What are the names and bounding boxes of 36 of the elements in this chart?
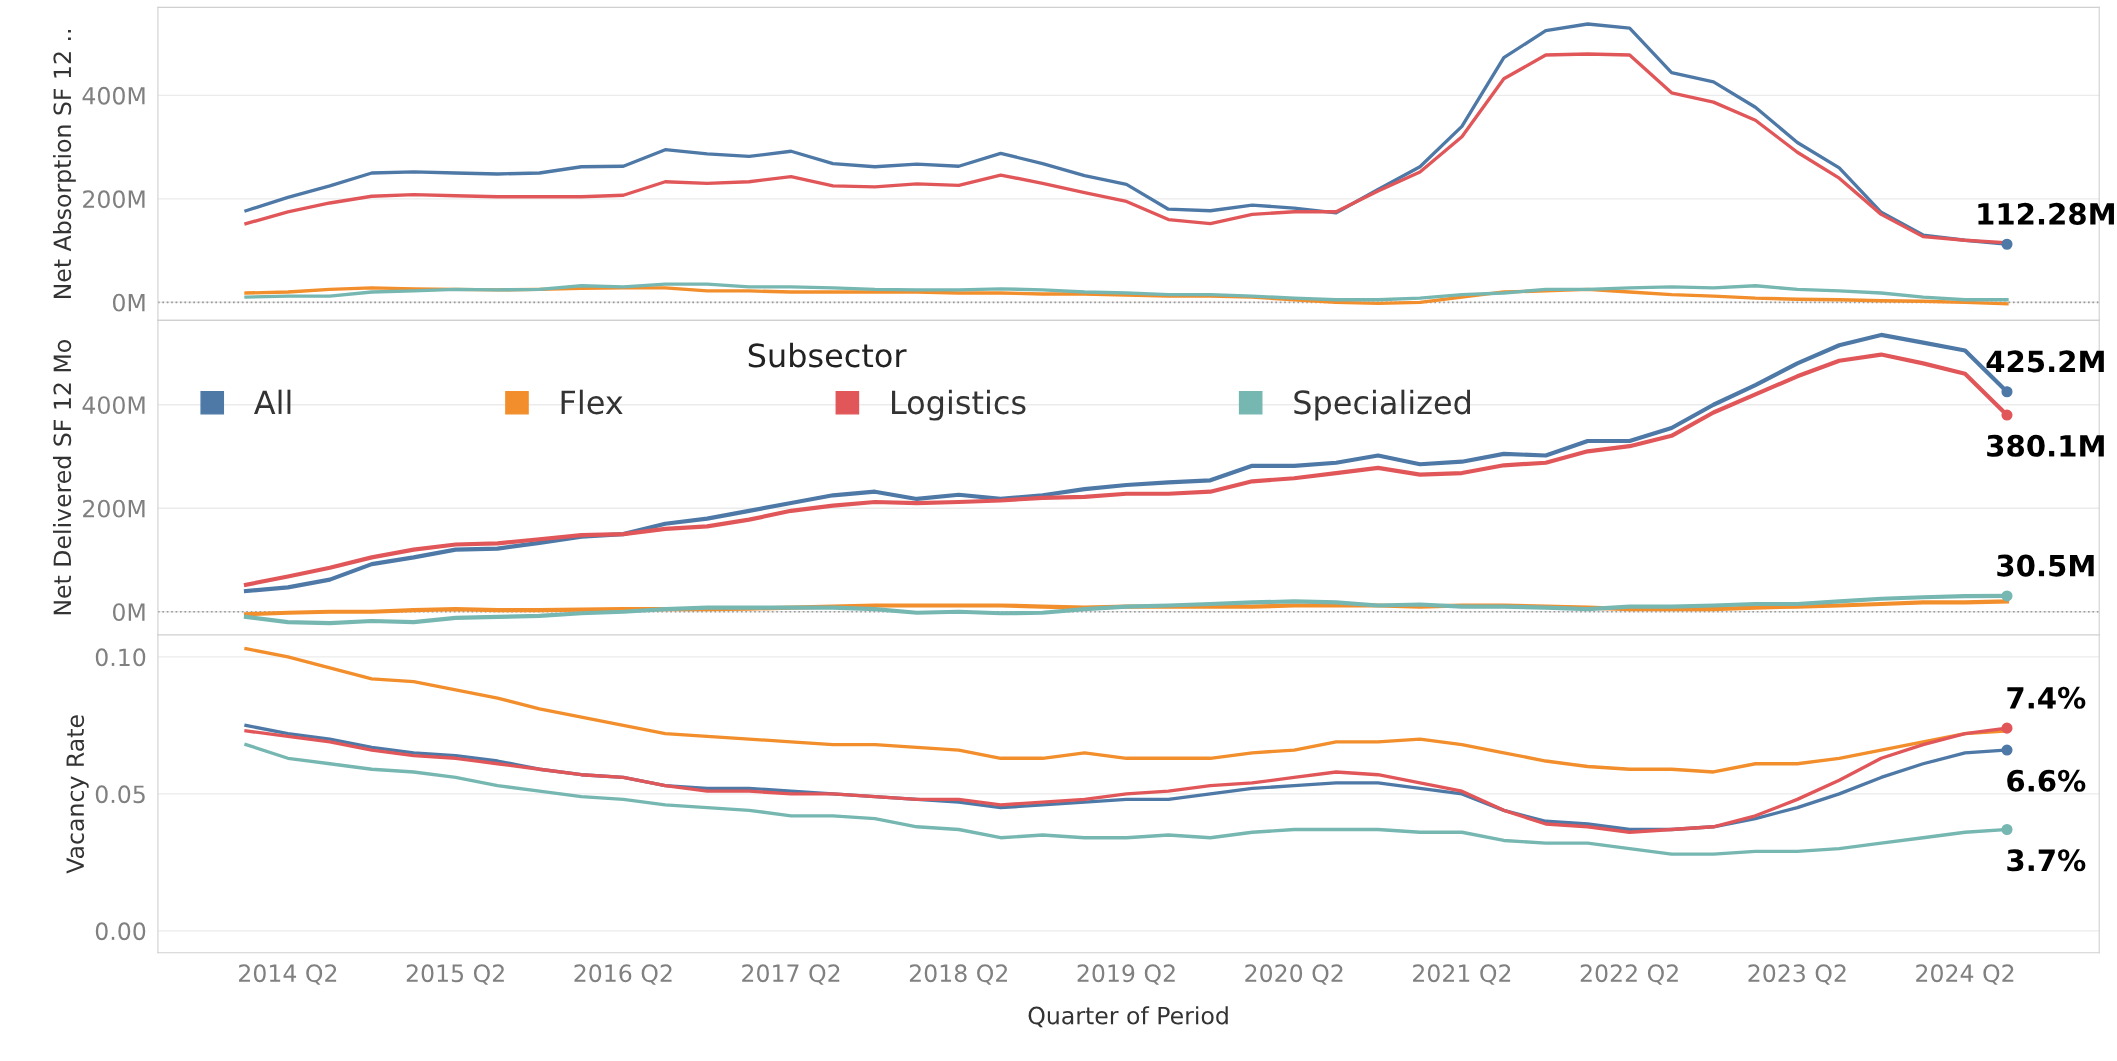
y-tick-label: 0.00 [95,922,146,941]
x-tick-label: 2023 Q2 [1748,964,1846,985]
x-tick-label: 2016 Q2 [574,964,672,985]
y-tick-label: 400M [82,396,145,415]
x-tick-label: 2019 Q2 [1077,964,1175,985]
x-tick-label: 2015 Q2 [406,964,504,985]
legend-title: Subsector [748,342,907,368]
data-label: 112.28M [1978,202,2114,225]
data-label: 3.7% [2007,849,2086,872]
legend-label: Flex [561,389,623,415]
y-tick-label: 200M [83,499,145,518]
legend-label: All [254,389,291,414]
y-axis-title: Net Absorption SF 12 .. [52,30,76,299]
data-label: 425.2M [1986,350,2104,373]
y-axis-title: Vacancy Rate [66,715,89,874]
y-tick-label: 0M [112,603,145,622]
y-tick-label: 200M [83,190,145,209]
legend-label: Specialized [1294,389,1470,421]
data-label: 30.5M [1997,554,2094,577]
x-tick-label: 2020 Q2 [1245,964,1343,985]
data-label: 7.4% [2007,686,2086,709]
y-tick-label: 0M [112,293,145,312]
y-tick-label: 400M [82,86,145,105]
legend-label: Logistics [892,389,1026,421]
data-label: 6.6% [2007,769,2086,792]
x-tick-label: 2021 Q2 [1413,964,1511,985]
y-tick-label: 0.10 [95,648,146,667]
x-axis-title: Quarter of Period [1028,1006,1228,1028]
y-axis-title: Net Delivered SF 12 Mo [52,340,72,615]
x-tick-label: 2017 Q2 [742,964,840,985]
x-tick-label: 2022 Q2 [1580,964,1678,985]
y-tick-label: 0.05 [95,785,145,804]
x-tick-label: 2014 Q2 [239,964,337,985]
x-tick-label: 2024 Q2 [1916,964,2014,985]
x-tick-label: 2018 Q2 [909,964,1007,985]
data-label: 380.1M [1987,434,2104,457]
